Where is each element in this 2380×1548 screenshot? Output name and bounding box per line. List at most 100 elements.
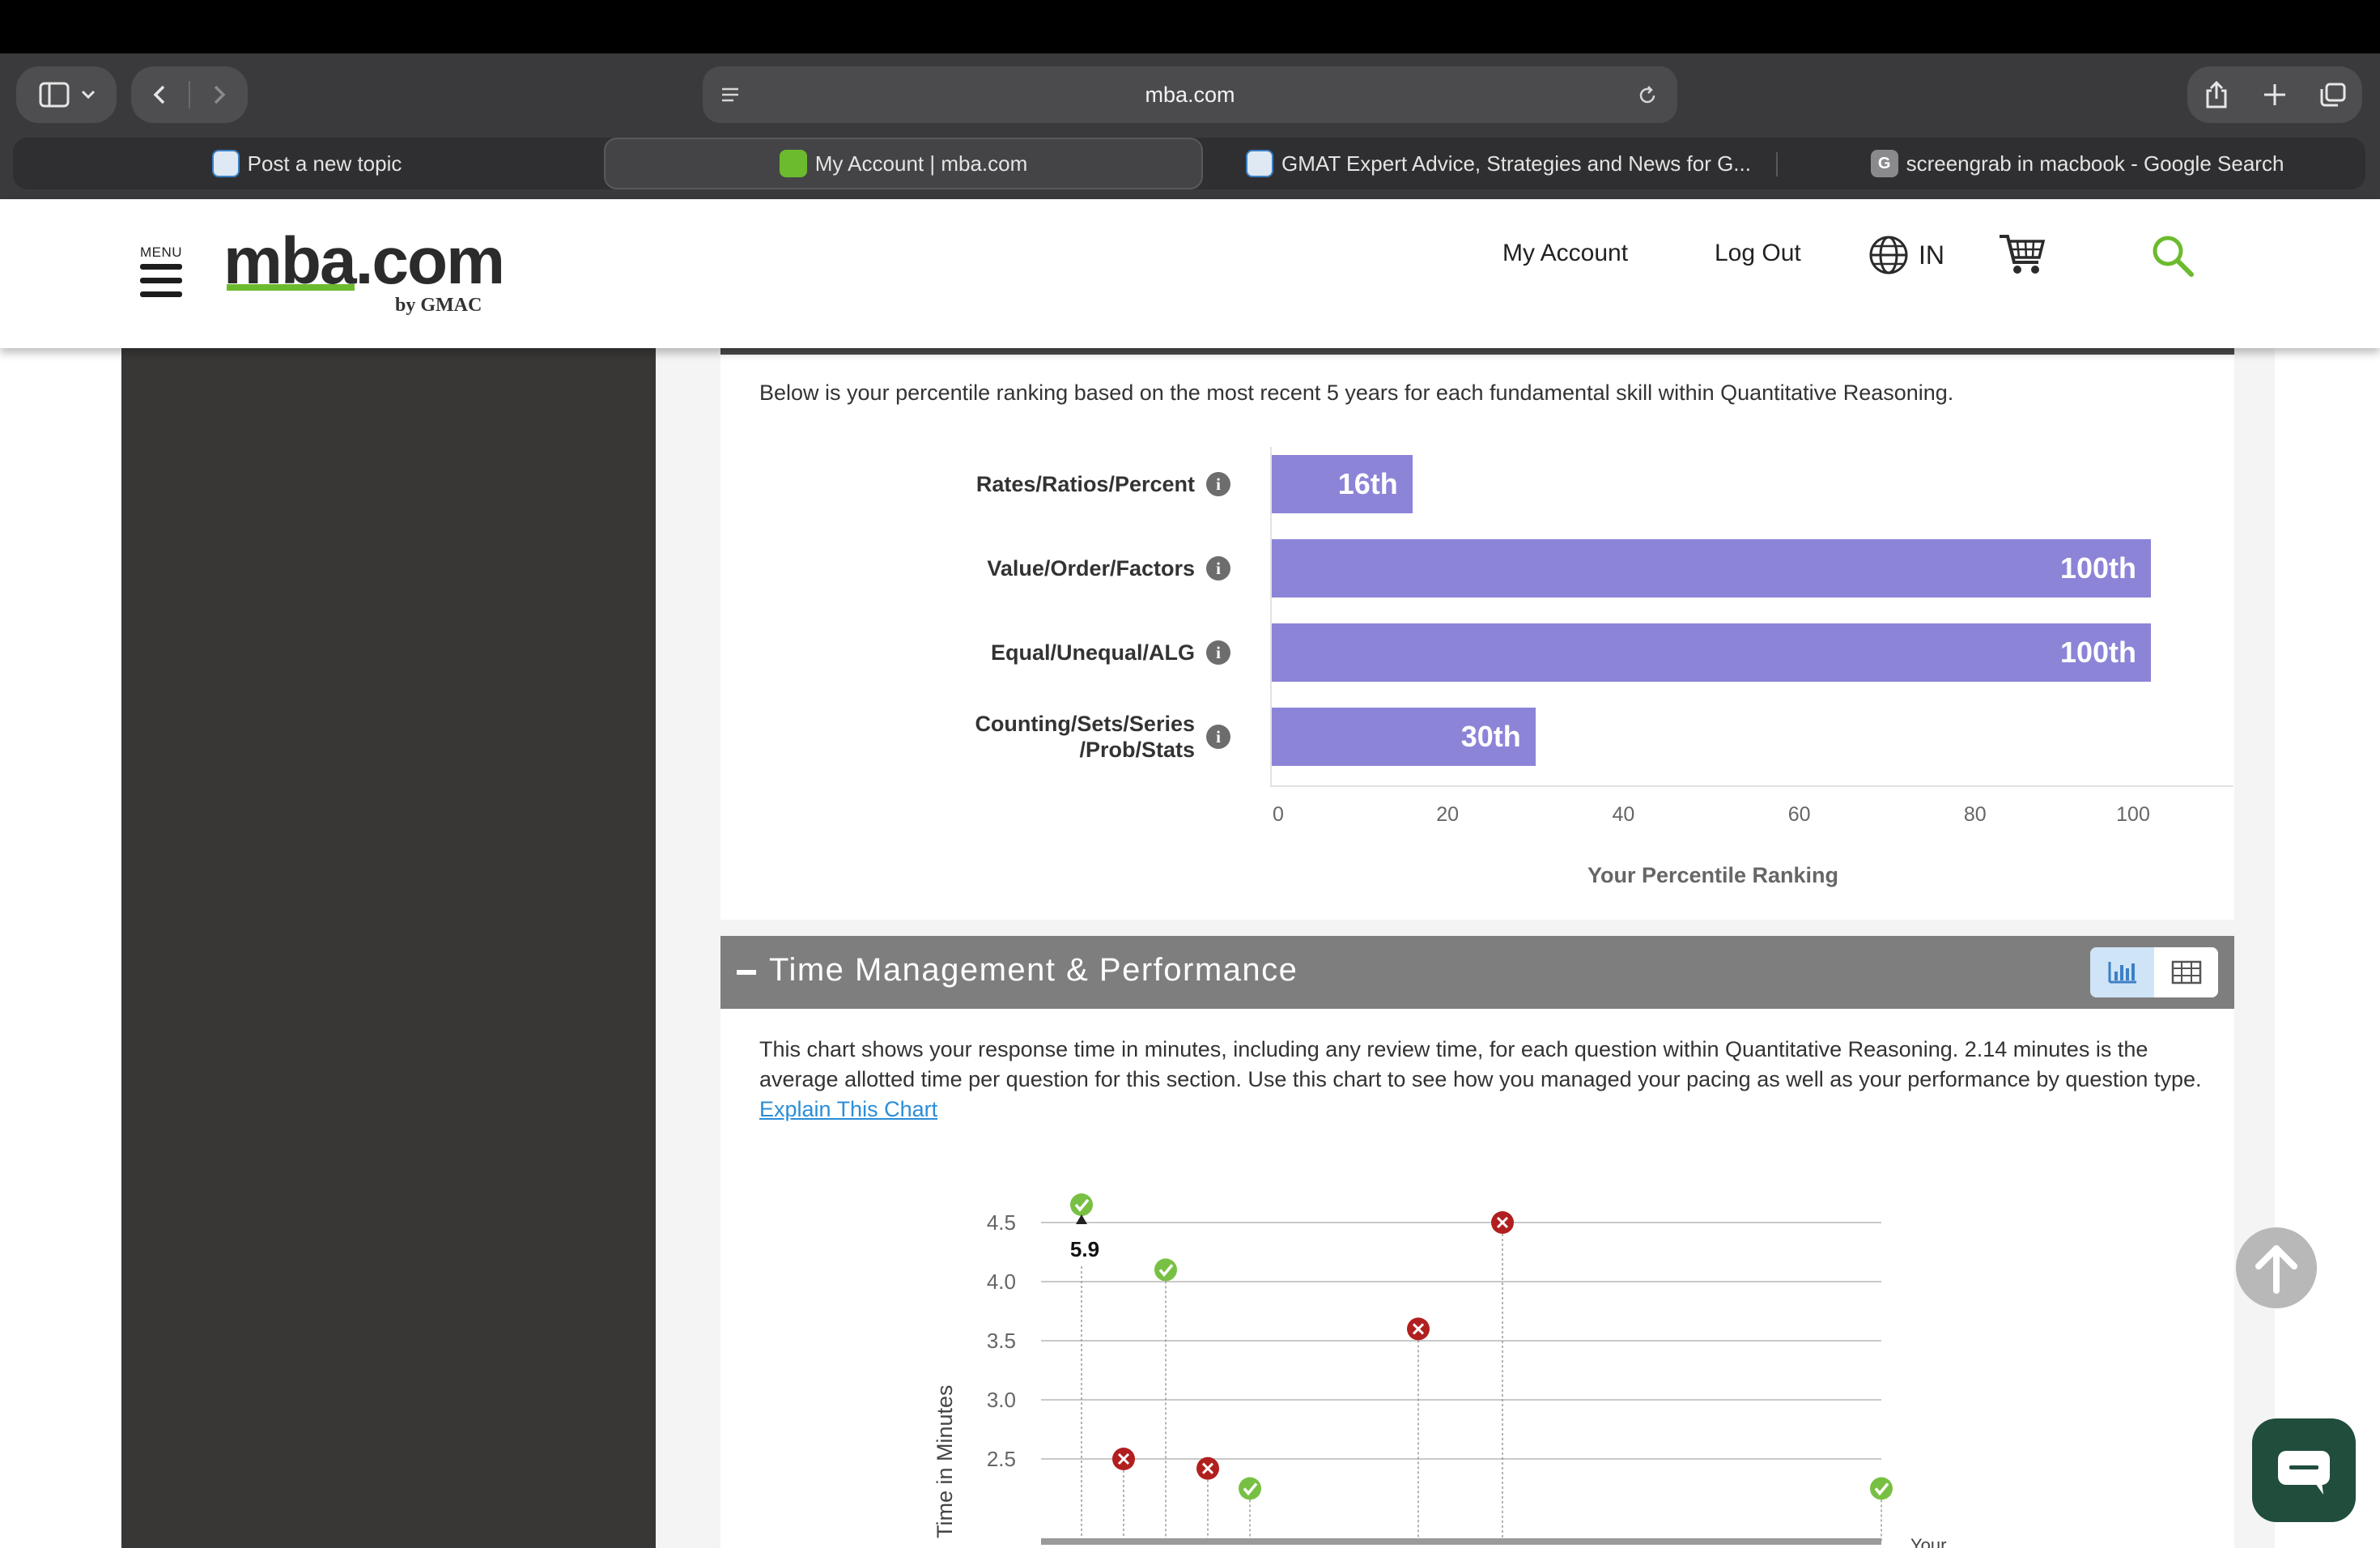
time-management-title: Time Management & Performance [769, 952, 1298, 988]
scatter-stems [1081, 1234, 1882, 1542]
tab-bar: Post a new topic My Account | mba.com GM… [13, 138, 2365, 189]
search-icon[interactable] [2150, 233, 2195, 279]
view-toggle [2090, 947, 2218, 997]
menu-label: MENU [140, 245, 183, 260]
arrow-up-icon [2255, 1245, 2297, 1294]
hamburger-menu-icon[interactable] [140, 264, 182, 305]
time-management-header[interactable]: Time Management & Performance [720, 936, 2234, 1009]
toolbar-actions [2187, 66, 2362, 123]
scatter-x-axis-title: Your [1910, 1535, 1947, 1548]
chat-button[interactable] [2252, 1418, 2356, 1522]
table-view-button[interactable] [2154, 947, 2218, 997]
scatter-y-axis-title: Time in Minutes [933, 1384, 957, 1538]
check-icon [1158, 1264, 1174, 1278]
site-header: MENU mba.com by GMAC My Account Log Out … [0, 199, 2380, 348]
plus-icon [2264, 84, 2285, 105]
address-bar[interactable]: mba.com [703, 66, 1677, 123]
marker-circle [1239, 1477, 1261, 1500]
tab-overview-icon [2320, 83, 2346, 107]
back-button[interactable] [131, 66, 189, 123]
x-tick-label: 0 [1273, 803, 1284, 826]
incorrect-marker [1407, 1317, 1430, 1341]
explain-chart-link[interactable]: Explain This Chart [759, 1097, 938, 1121]
chart-view-button[interactable] [2090, 947, 2154, 997]
y-tick-label: 3.0 [987, 1388, 1016, 1412]
reload-icon[interactable] [1635, 83, 1660, 108]
table-icon [2171, 960, 2201, 985]
bar-area: 16th 100th 100th 30th [1272, 437, 2154, 777]
bar-info-icons: i i i i [1206, 437, 1239, 777]
reader-menu-icon[interactable] [719, 84, 743, 105]
panel-top-border [720, 348, 2234, 355]
cart-icon[interactable] [1998, 232, 2046, 277]
my-account-link[interactable]: My Account [1502, 240, 1629, 266]
incorrect-marker [1491, 1211, 1514, 1234]
nav-divider [189, 81, 190, 108]
history-nav-group [131, 66, 248, 123]
x-tick-label: 100 [2116, 803, 2150, 826]
cross-icon [1412, 1323, 1425, 1335]
skills-intro-text: Below is your percentile ranking based o… [759, 381, 1954, 405]
response-time-scatter-chart: 2.5 3.0 3.5 4.0 4.5 5.9 [987, 1193, 1893, 1545]
cross-icon [1201, 1462, 1214, 1474]
tab-gmat-expert-advice[interactable]: GMAT Expert Advice, Strategies and News … [1206, 138, 1791, 189]
bar-category-label: Equal/Unequal/ALG [990, 640, 1195, 665]
scroll-to-top-button[interactable] [2236, 1227, 2317, 1308]
system-menu-bar [0, 0, 2380, 53]
clipped-arrow-icon [1076, 1214, 1087, 1224]
info-icon[interactable]: i [1206, 556, 1230, 580]
marker-circle [1154, 1258, 1177, 1282]
scatter-y-tick-labels: 2.5 3.0 3.5 4.0 4.5 [987, 1210, 1016, 1471]
region-selector[interactable]: IN [1868, 235, 1944, 275]
chat-icon [2278, 1451, 2330, 1495]
correct-marker [1239, 1477, 1261, 1500]
percentile-bar: 100th [1272, 623, 2151, 682]
bar-value-label: 30th [1460, 720, 1521, 753]
bar-value-label: 100th [2059, 551, 2136, 585]
cross-icon [1117, 1452, 1130, 1465]
forward-button[interactable] [189, 66, 248, 123]
bar-value-label: 16th [1337, 467, 1398, 500]
bar-value-label: 100th [2059, 636, 2136, 669]
google-favicon: G [1870, 150, 1898, 177]
x-tick-label: 80 [1963, 803, 1987, 826]
x-tick-label: 20 [1436, 803, 1460, 826]
y-tick-label: 4.0 [987, 1269, 1016, 1294]
cross-icon [1496, 1216, 1509, 1229]
tab-overview-button[interactable] [2304, 66, 2362, 123]
collapse-icon[interactable] [737, 970, 756, 975]
marker-circle [1870, 1477, 1893, 1500]
percentile-bar: 16th [1272, 455, 1413, 513]
y-tick-label: 3.5 [987, 1329, 1016, 1353]
correct-marker [1070, 1193, 1093, 1216]
browser-toolbar: mba.com Po [0, 53, 2380, 199]
check-icon [1074, 1198, 1090, 1212]
sidebar-toggle-button[interactable] [16, 66, 117, 123]
globe-icon [1869, 236, 1908, 274]
tab-post-new-topic[interactable]: Post a new topic [13, 138, 601, 189]
logo-dotcom: .com [355, 224, 505, 298]
incorrect-marker [1112, 1448, 1135, 1470]
info-icon[interactable]: i [1206, 640, 1230, 665]
logo-subtitle: by GMAC [395, 295, 482, 316]
mba-favicon [779, 150, 807, 177]
new-tab-button[interactable] [2246, 66, 2304, 123]
share-button[interactable] [2187, 66, 2246, 123]
description-text: This chart shows your response time in m… [759, 1037, 2202, 1091]
tab-google-search[interactable]: G screengrab in macbook - Google Search [1794, 138, 2361, 189]
gmat-club-favicon [1246, 150, 1274, 177]
tab-separator [1776, 152, 1778, 176]
log-out-link[interactable]: Log Out [1715, 240, 1801, 266]
tab-title: Post a new topic [247, 151, 402, 176]
tab-my-account[interactable]: My Account | mba.com [604, 138, 1203, 189]
info-icon[interactable]: i [1206, 472, 1230, 496]
x-tick-label: 40 [1612, 803, 1635, 826]
info-icon[interactable]: i [1206, 725, 1230, 749]
account-sidebar [121, 348, 656, 1548]
chevron-left-icon [153, 85, 165, 104]
share-icon [2206, 80, 2227, 108]
region-code: IN [1919, 240, 1944, 270]
x-axis-line [1270, 785, 2233, 787]
x-tick-label: 60 [1787, 803, 1811, 826]
bar-chart-icon [2108, 962, 2136, 984]
